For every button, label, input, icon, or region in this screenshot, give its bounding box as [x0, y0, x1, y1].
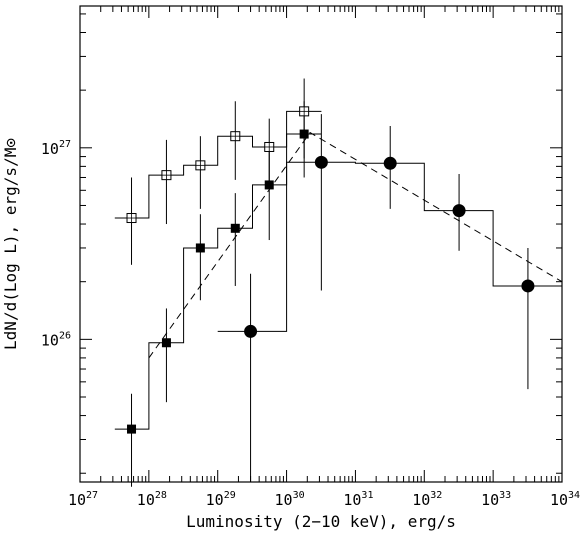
- tick-labels: 1027 1028 1029 1030 1031 1032 1033 1034 1026 1027: [41, 139, 580, 509]
- data-point-circle: [521, 279, 535, 293]
- data-point-filled-square: [230, 223, 240, 233]
- data-point-filled-square: [299, 129, 309, 139]
- filled-square-histogram: [114, 133, 322, 430]
- model-dashed-line: [148, 131, 563, 359]
- data-points: [126, 106, 535, 434]
- data-point-filled-square: [127, 424, 137, 434]
- axis-ticks: [79, 6, 563, 482]
- x-tick-label: 1032: [412, 490, 442, 509]
- x-tick-label: 1029: [206, 490, 236, 509]
- plot-frame: [79, 5, 563, 483]
- error-bars: [131, 78, 529, 487]
- model-curve: [148, 131, 563, 359]
- data-point-filled-square: [264, 180, 274, 190]
- y-tick-label: 1027: [41, 139, 71, 158]
- x-tick-label: 1027: [68, 490, 98, 509]
- y-tick-label: 1026: [41, 330, 71, 349]
- x-axis-label: Luminosity (2−10 keV), erg/s: [186, 512, 456, 531]
- open-square-histogram: [114, 110, 322, 219]
- x-tick-label: 1030: [275, 490, 305, 509]
- histograms: [114, 110, 562, 430]
- y-axis-label: LdN/d(Log L), erg/s/M⊙: [1, 138, 20, 350]
- data-point-filled-square: [161, 338, 171, 348]
- x-tick-label: 1031: [343, 490, 373, 509]
- data-point-filled-square: [195, 243, 205, 253]
- x-tick-label: 1028: [137, 490, 167, 509]
- data-point-circle: [452, 204, 466, 218]
- x-tick-label: 1033: [481, 490, 511, 509]
- data-point-circle: [314, 155, 328, 169]
- data-point-circle: [244, 324, 258, 338]
- data-point-circle: [383, 156, 397, 170]
- x-tick-label: 1034: [550, 490, 580, 509]
